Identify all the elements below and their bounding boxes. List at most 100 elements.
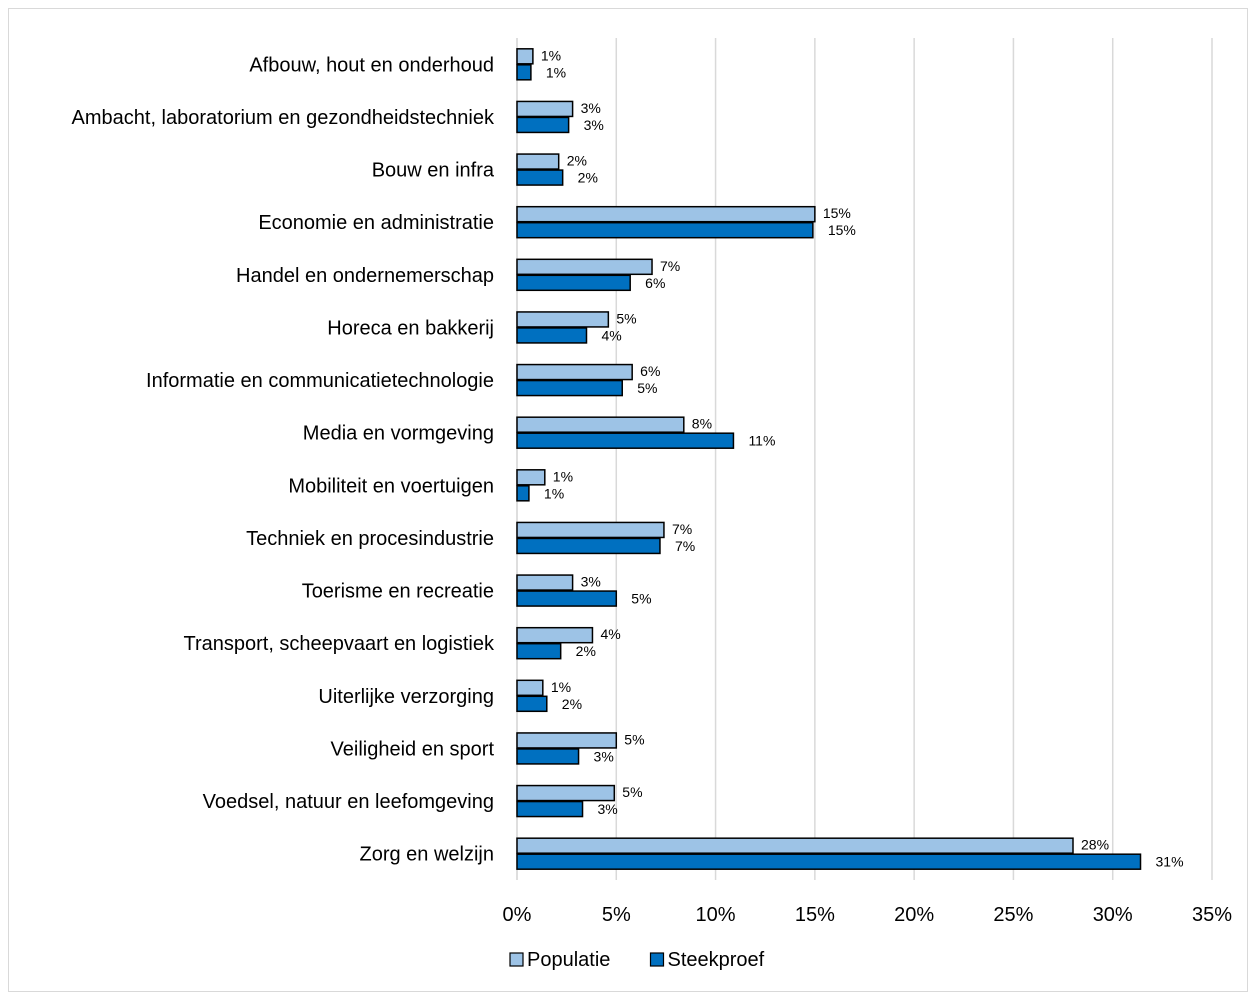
bar-steekproef	[516, 116, 570, 134]
category-label: Uiterlijke verzorging	[318, 686, 494, 708]
bar-steekproef	[516, 800, 584, 818]
category-labels: Afbouw, hout en onderhoud Ambacht, labora…	[72, 54, 495, 865]
bar-steekproef	[516, 221, 814, 239]
value-label: 2%	[567, 153, 587, 169]
x-tick-label: 10%	[696, 904, 736, 926]
category-label: Afbouw, hout en onderhoud	[249, 54, 494, 76]
value-label: 4%	[600, 626, 620, 642]
category-label: Bouw en infra	[372, 160, 495, 182]
bar-steekproef	[516, 853, 1142, 870]
x-axis-ticks: 0% 5% 10% 15% 20% 25% 30% 35%	[503, 904, 1233, 926]
value-label: 11%	[748, 433, 775, 449]
category-label: Techniek en procesindustrie	[246, 528, 494, 550]
category-label: Transport, scheepvaart en logistiek	[183, 633, 495, 655]
value-label: 5%	[631, 591, 651, 607]
category-label: Economie en administratie	[258, 212, 494, 234]
bar-steekproef	[516, 485, 530, 502]
value-label: 2%	[562, 696, 582, 712]
bar-populatie	[516, 679, 544, 697]
category-label: Zorg en welzijn	[359, 844, 494, 866]
category-label: Informatie en communicatietechnologie	[146, 370, 494, 392]
bar-populatie	[516, 258, 653, 276]
x-tick-label: 25%	[993, 904, 1033, 926]
value-label: 3%	[594, 748, 614, 764]
value-label: 1%	[544, 485, 564, 501]
category-label: Veiligheid en sport	[331, 738, 495, 760]
value-label: 3%	[584, 117, 604, 133]
value-label: 2%	[578, 170, 598, 186]
bar-populatie	[516, 784, 616, 802]
value-label: 2%	[576, 643, 596, 659]
bar-populatie	[516, 153, 560, 170]
bar-populatie	[516, 626, 594, 644]
value-label: 8%	[692, 416, 712, 432]
bar-steekproef	[516, 748, 580, 765]
category-label: Mobiliteit en voertuigen	[288, 475, 494, 497]
bar-populatie	[516, 48, 534, 65]
bar-steekproef	[516, 327, 588, 344]
grid-lines	[516, 38, 1213, 880]
value-label: 3%	[581, 100, 601, 116]
bar-populatie	[516, 100, 574, 118]
x-tick-label: 5%	[602, 904, 631, 926]
value-label: 1%	[553, 468, 573, 484]
value-label: 28%	[1081, 837, 1109, 853]
legend-item-steekproef: Steekproef	[649, 949, 765, 971]
bar-steekproef	[516, 379, 623, 397]
bar-steekproef	[516, 537, 661, 555]
value-label: 15%	[823, 205, 851, 221]
value-label: 1%	[546, 64, 566, 80]
value-label: 3%	[598, 801, 618, 817]
x-tick-label: 20%	[894, 904, 934, 926]
bar-populatie	[516, 574, 574, 591]
bar-steekproef	[516, 169, 564, 186]
value-labels: 1%1%3%3%2%2%15%15%7%6%5%4%6%5%8%11%1%1%7…	[541, 47, 1184, 869]
value-label: 31%	[1156, 854, 1184, 870]
x-tick-label: 15%	[795, 904, 835, 926]
bar-steekproef	[516, 432, 735, 449]
bar-populatie	[516, 521, 665, 539]
bar-populatie	[516, 363, 633, 381]
bar-populatie	[516, 732, 618, 749]
bars	[516, 48, 1142, 870]
value-label: 7%	[672, 521, 692, 537]
category-label: Media en vormgeving	[303, 423, 494, 445]
value-label: 7%	[675, 538, 695, 554]
value-label: 5%	[622, 784, 642, 800]
legend-swatch	[509, 952, 524, 967]
x-tick-label: 0%	[503, 904, 532, 926]
category-label: Toerisme en recreatie	[302, 581, 494, 603]
legend-label: Populatie	[527, 949, 610, 971]
x-tick-label: 30%	[1093, 904, 1133, 926]
value-label: 5%	[637, 380, 657, 396]
category-label: Handel en ondernemerschap	[236, 265, 494, 287]
legend-label: Steekproef	[668, 949, 765, 971]
value-label: 5%	[624, 731, 644, 747]
chart-frame	[8, 8, 1248, 992]
bar-steekproef	[516, 274, 631, 292]
bar-populatie	[516, 416, 685, 433]
bar-steekproef	[516, 695, 548, 713]
bar-populatie	[516, 837, 1074, 854]
value-label: 3%	[581, 574, 601, 590]
bar-populatie	[516, 469, 546, 486]
value-label: 7%	[660, 258, 680, 274]
legend-item-populatie: Populatie	[509, 949, 610, 971]
value-label: 6%	[645, 275, 665, 291]
bar-steekproef	[516, 64, 532, 81]
legend: Populatie Steekproef	[509, 949, 765, 971]
category-label: Voedsel, natuur en leefomgeving	[203, 791, 494, 813]
value-label: 15%	[828, 222, 856, 238]
value-label: 1%	[541, 47, 561, 63]
bar-populatie	[516, 205, 816, 223]
value-label: 5%	[616, 310, 636, 326]
bar-steekproef	[516, 642, 562, 660]
category-label: Horeca en bakkerij	[327, 317, 494, 339]
x-tick-label: 35%	[1192, 904, 1232, 926]
category-label: Ambacht, laboratorium en gezondheidstech…	[72, 107, 495, 129]
value-label: 4%	[602, 327, 622, 343]
bar-populatie	[516, 311, 610, 328]
value-label: 6%	[640, 363, 660, 379]
value-label: 1%	[551, 679, 571, 695]
